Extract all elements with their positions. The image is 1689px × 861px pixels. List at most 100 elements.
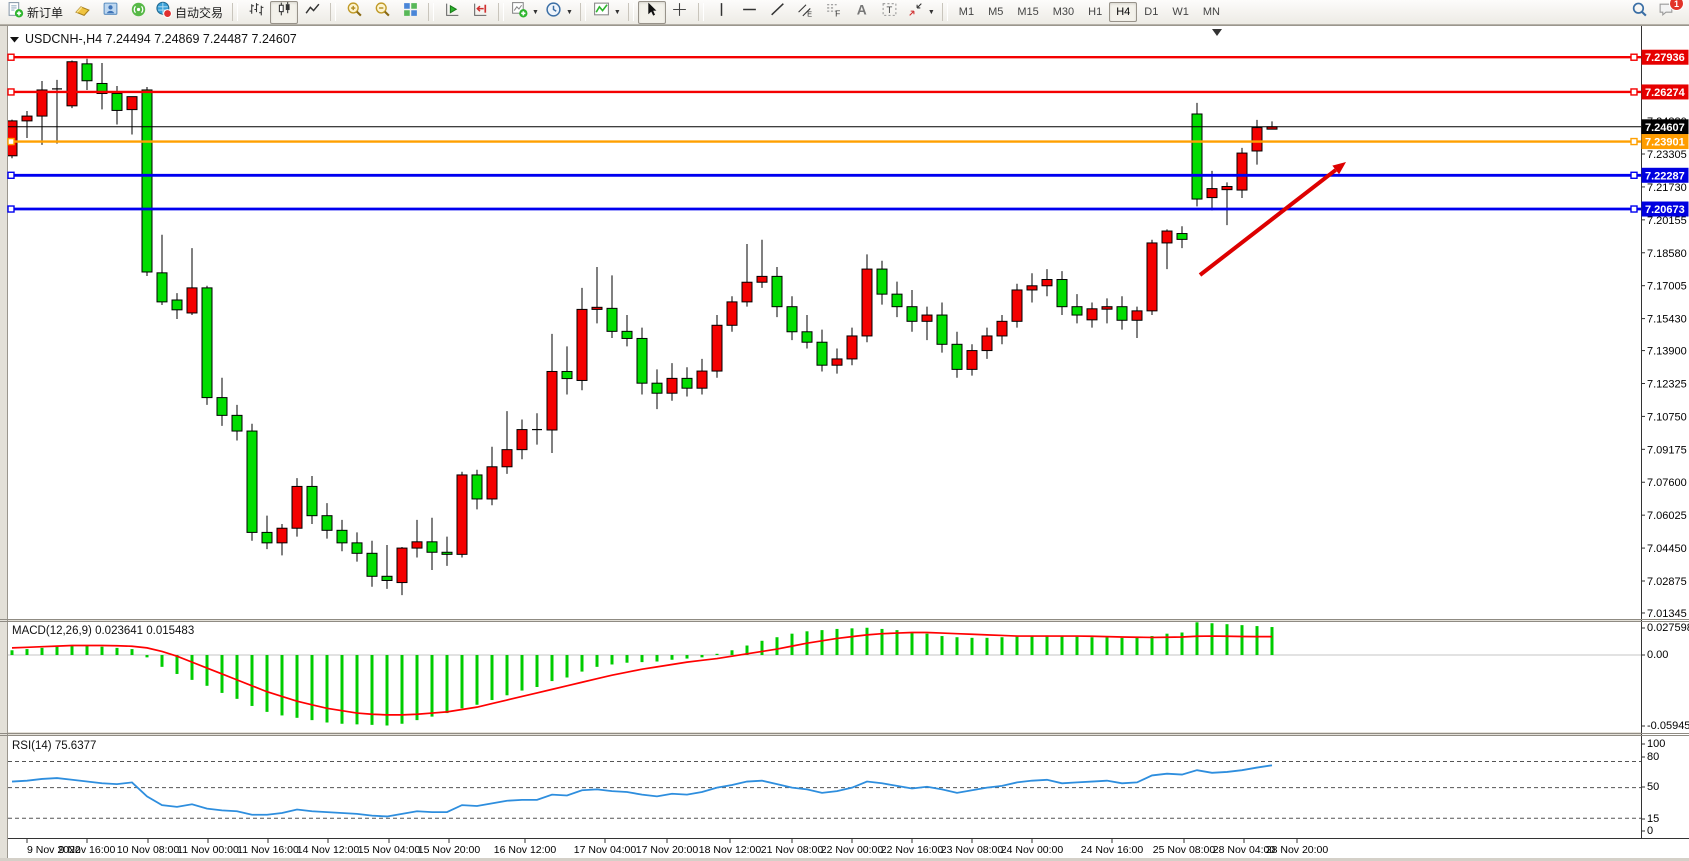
candle-body [81, 63, 93, 82]
line-handle[interactable] [1630, 171, 1638, 179]
candle [1011, 283, 1023, 328]
candle [501, 411, 513, 474]
zoom-in-button[interactable] [340, 1, 368, 24]
signals-button[interactable] [124, 1, 152, 24]
chevron-down-icon[interactable]: ▼ [532, 8, 539, 16]
macd-tick-label: 0.00 [1647, 649, 1668, 661]
toolbar-separator [330, 3, 337, 21]
chevron-down-icon[interactable]: ▼ [613, 8, 621, 16]
candle [711, 315, 723, 378]
chart-title: USDCNH-,H4 7.24494 7.24869 7.24487 7.246… [25, 32, 297, 46]
time-tick-label: 9 Nov 2022 [27, 844, 81, 856]
candle [621, 315, 633, 347]
cursor-button[interactable] [637, 0, 666, 24]
time-tick-label: 18 Nov 12:00 [699, 844, 762, 856]
horizontal-line-button[interactable] [736, 1, 764, 24]
timeframe-button-m15[interactable]: M15 [1017, 6, 1039, 18]
candle-body [141, 89, 153, 273]
timeframe-button-w1[interactable]: W1 [1172, 6, 1189, 18]
periods-button[interactable]: ▼ [542, 1, 576, 24]
line-handle[interactable] [7, 137, 15, 146]
candle [816, 329, 828, 372]
candle [606, 275, 618, 339]
chevron-down-icon[interactable]: ▼ [565, 8, 573, 16]
line-handle[interactable] [1630, 205, 1638, 213]
candle [441, 536, 453, 566]
auto-scroll-button[interactable] [438, 1, 466, 24]
chevron-down-icon[interactable]: ▼ [927, 8, 935, 16]
vertical-line-button[interactable] [708, 1, 736, 24]
time-scale-area[interactable] [8, 838, 1689, 858]
price-tick-label: 7.04450 [1647, 543, 1687, 555]
candle-body [426, 541, 438, 553]
rsi-tick-label: 80 [1647, 751, 1659, 763]
toolbar-button-label: 自动交易 [175, 5, 224, 20]
line-handle[interactable] [7, 53, 15, 61]
new-order-button[interactable]: 新订单 [4, 1, 68, 24]
autotrading-icon [155, 1, 173, 23]
indicators-button[interactable]: ▼ [590, 1, 624, 24]
candle-body [591, 306, 603, 310]
editor-button[interactable] [68, 1, 96, 24]
candle [471, 469, 483, 510]
timeframe-button-m1[interactable]: M1 [958, 6, 975, 18]
trend-arrow-head[interactable] [1332, 162, 1346, 175]
chart-shift-button[interactable] [466, 1, 494, 24]
text-label-button[interactable]: T [876, 1, 904, 24]
price-tick-label: 7.06025 [1647, 510, 1687, 522]
candle-body [1041, 279, 1053, 287]
timeframe-button-mn[interactable]: MN [1202, 6, 1220, 18]
main-chart-panel[interactable] [8, 26, 1641, 619]
time-tick-label: 23 Nov 08:00 [941, 844, 1004, 856]
new-chart-button[interactable]: ▼ [508, 1, 542, 24]
timeframe-button-m30[interactable]: M30 [1052, 6, 1075, 18]
tile-windows-button[interactable] [396, 1, 424, 24]
rsi-panel[interactable] [8, 736, 1641, 838]
timeframe-button-h4[interactable]: H4 [1109, 2, 1138, 22]
search-button[interactable] [1631, 1, 1648, 23]
zoom-out-button[interactable] [368, 1, 396, 24]
line-chart-button[interactable] [298, 1, 326, 24]
line-handle[interactable] [1630, 88, 1638, 96]
candle [891, 281, 903, 318]
notifications-button[interactable]: 1 [1658, 0, 1684, 23]
equidistant-channel-button[interactable]: E [792, 1, 820, 24]
bar-chart-button[interactable] [242, 1, 270, 24]
candle-body [1236, 152, 1248, 191]
line-handle[interactable] [7, 88, 15, 96]
candle [396, 547, 408, 596]
candle-body [381, 575, 393, 581]
profile-button[interactable] [96, 1, 124, 24]
candle-body [486, 466, 498, 500]
arrows-button[interactable]: ▼ [904, 1, 938, 24]
candle [81, 58, 93, 90]
trendline-button[interactable] [764, 1, 792, 24]
timeframe-button-h1[interactable]: H1 [1088, 6, 1103, 18]
timeframe-button-m5[interactable]: M5 [988, 6, 1004, 18]
crosshair-button[interactable] [666, 1, 694, 24]
line-handle[interactable] [1630, 53, 1638, 61]
line-handle[interactable] [1630, 137, 1638, 146]
price-scale-area[interactable] [1641, 26, 1689, 838]
trend-arrow-line[interactable] [1198, 168, 1337, 277]
symbol-dropdown-icon[interactable] [10, 37, 19, 43]
candle [246, 423, 258, 541]
text-button[interactable]: A [848, 1, 876, 24]
candlestick-chart-button[interactable] [270, 0, 299, 24]
line-handle[interactable] [7, 205, 15, 213]
equidistant-channel-icon: E [797, 1, 814, 23]
price-tick-label: 7.13900 [1647, 346, 1687, 358]
line-handle[interactable] [7, 171, 15, 179]
fibonacci-button[interactable]: F [820, 1, 848, 24]
autotrading-button[interactable]: 自动交易 [152, 1, 228, 24]
candle [951, 331, 963, 378]
timeframe-button-d1[interactable]: D1 [1144, 6, 1159, 18]
time-tick-label: 10 Nov 08:00 [117, 844, 180, 856]
candle-body [261, 531, 273, 544]
candles-layer [8, 58, 1278, 596]
candle [741, 243, 753, 307]
candle [1191, 102, 1203, 207]
time-tick-label: 22 Nov 00:00 [821, 844, 884, 856]
price-badge-label: 7.27936 [1645, 52, 1685, 64]
